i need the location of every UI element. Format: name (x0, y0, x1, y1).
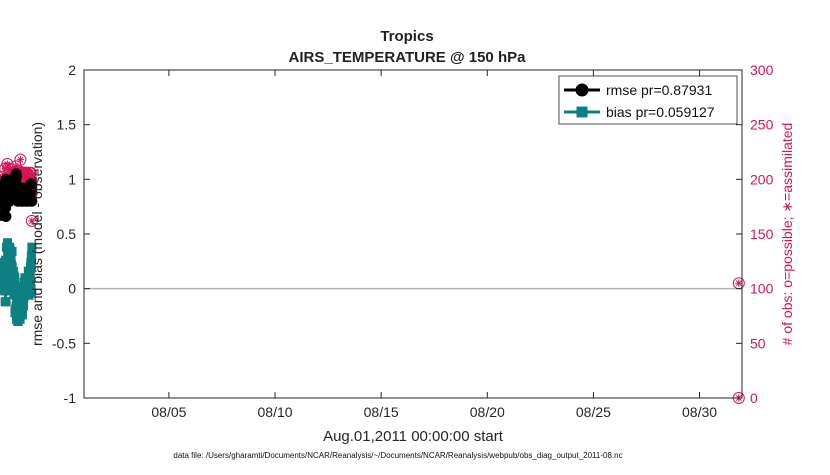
y-axis-label: rmse and bias (model - observation) (29, 122, 45, 346)
obs-assimilated-point (4, 164, 12, 172)
y-tick-label: 1 (68, 171, 76, 187)
y-tick-label: -0.5 (52, 335, 76, 351)
y-tick-label-right: 200 (750, 171, 774, 187)
y-tick-label-right: 250 (750, 117, 774, 133)
legend-bias-label: bias pr=0.059127 (606, 104, 715, 120)
obs-assimilated-point (3, 160, 11, 168)
bias-point (6, 253, 16, 263)
y-axis-label-right: # of obs: o=possible; ∗=assimilated (779, 123, 795, 346)
y-tick-label: 2 (68, 62, 76, 78)
chart-subtitle: AIRS_TEMPERATURE @ 150 hPa (289, 49, 527, 66)
y-tick-label-right: 300 (750, 62, 774, 78)
bias-point (17, 310, 27, 320)
rmse-point (10, 171, 22, 183)
rmse-series (0, 168, 38, 223)
plot-area (84, 70, 742, 398)
x-tick-label: 08/30 (682, 404, 717, 420)
obs-possible-point (14, 153, 27, 166)
x-tick-label: 08/15 (364, 404, 399, 420)
x-tick-label: 08/10 (258, 404, 293, 420)
y-tick-label-right: 100 (750, 281, 774, 297)
bias-point (18, 301, 28, 311)
axis-ticks: -1 -0.5 0 0.5 1 1.5 2 0 50 100 150 200 250 300 08/05 08… (52, 62, 774, 420)
bias-point (1, 297, 11, 307)
y-tick-label: -1 (64, 390, 77, 406)
obs-assimilated-point (27, 169, 35, 177)
bias-point (27, 242, 37, 252)
bias-point (10, 273, 20, 283)
legend-rmse-marker (575, 83, 589, 97)
bias-point (25, 275, 35, 285)
bias-series (0, 238, 37, 326)
chart-title: Tropics (380, 28, 433, 45)
x-axis-label: Aug.01,2011 00:00:00 start (323, 428, 504, 445)
y-tick-label: 1.5 (57, 117, 77, 133)
y-tick-label: 0.5 (57, 226, 77, 242)
obs-assimilated-point (735, 279, 743, 287)
legend-box (558, 75, 738, 125)
obs-assimilated-point (28, 217, 36, 225)
x-tick-label: 08/25 (576, 404, 611, 420)
y-tick-label-right: 0 (750, 390, 758, 406)
x-tick-label: 08/20 (470, 404, 505, 420)
y-tick-label-right: 50 (750, 335, 766, 351)
y-tick-label-right: 150 (750, 226, 774, 242)
obs-assimilated-point (16, 156, 25, 164)
rmse-point (26, 195, 38, 207)
bias-point (26, 260, 36, 270)
legend-bias-marker (576, 106, 588, 118)
legend: rmse pr=0.87931 bias pr=0.059127 (558, 75, 738, 125)
obs-possible-point (25, 214, 38, 227)
rmse-point (26, 179, 38, 191)
legend-rmse-label: rmse pr=0.87931 (606, 82, 712, 98)
x-tick-label: 08/05 (151, 404, 186, 420)
obs-assimilated-point (12, 162, 20, 170)
bias-point (27, 288, 37, 298)
y-tick-label: 0 (68, 281, 76, 297)
bias-point (27, 253, 37, 263)
data-file-footnote: data file: /Users/gharamti/Documents/NCA… (173, 451, 622, 460)
rmse-point (0, 211, 12, 223)
bias-point (7, 246, 17, 256)
